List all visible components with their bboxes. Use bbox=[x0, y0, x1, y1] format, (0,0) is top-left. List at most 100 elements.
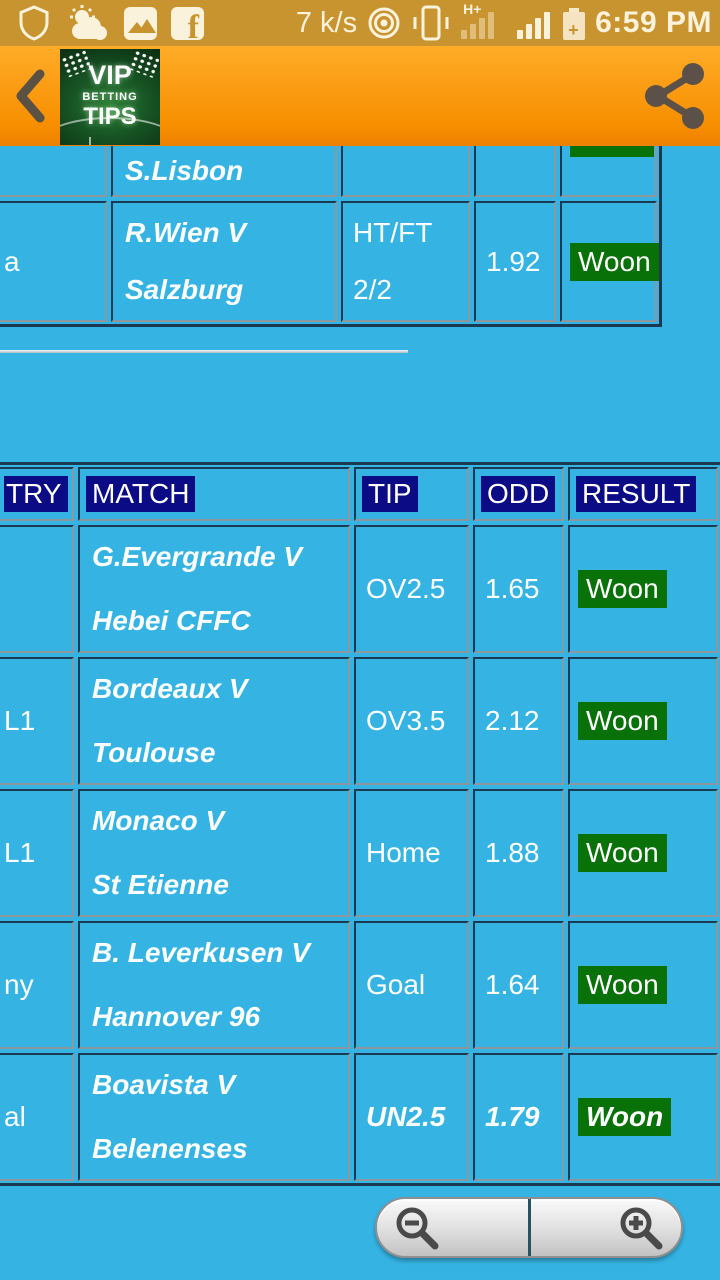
match-team2: Hannover 96 bbox=[92, 1001, 261, 1032]
tip-cell: OV2.5 bbox=[354, 525, 469, 653]
match-cell: B. Leverkusen V Hannover 96 bbox=[78, 921, 350, 1049]
table-row: S.Lisbon bbox=[0, 146, 657, 197]
app-logo: VIP BETTING TIPS bbox=[60, 49, 160, 145]
result-cell: Woon bbox=[568, 921, 718, 1049]
match-team2: Toulouse bbox=[92, 737, 216, 768]
header-odd-cell: ODD bbox=[473, 467, 564, 521]
match-team1: G.Evergrande V bbox=[92, 541, 303, 572]
tip-cell: UN2.5 bbox=[354, 1053, 469, 1181]
table-row: L1 Bordeaux V Toulouse OV3.5 2.12 Woon bbox=[0, 657, 718, 785]
table-row: L1 Monaco V St Etienne Home 1.88 Woon bbox=[0, 789, 718, 917]
match-cell: Monaco V St Etienne bbox=[78, 789, 350, 917]
country-cell: al bbox=[0, 1053, 74, 1181]
match-team2: Belenenses bbox=[92, 1133, 248, 1164]
header-match-cell: MATCH bbox=[78, 467, 350, 521]
hotspot-icon bbox=[368, 7, 400, 39]
result-badge: Woon bbox=[578, 834, 667, 872]
previous-results-table: S.Lisbon a R.Wien V Salzburg HT/FT 2/2 bbox=[0, 146, 662, 327]
country-cell: ny bbox=[0, 921, 74, 1049]
match-team1: Monaco V bbox=[92, 805, 225, 836]
result-cell: Woon bbox=[568, 789, 718, 917]
network-speed: 7 k/s bbox=[295, 6, 358, 39]
signal-hplus-icon: H+ bbox=[461, 1, 507, 43]
header-result-label: RESULT bbox=[576, 476, 697, 512]
header-match-label: MATCH bbox=[86, 476, 196, 512]
shield-icon bbox=[19, 5, 49, 41]
clock: 6:59 PM bbox=[595, 6, 712, 39]
app-header: VIP BETTING TIPS bbox=[0, 46, 720, 146]
match-team1: Bordeaux V bbox=[92, 673, 248, 704]
battery-icon: + bbox=[563, 8, 586, 40]
share-icon bbox=[645, 63, 704, 129]
odd-cell: 1.88 bbox=[473, 789, 564, 917]
result-cell: Woon bbox=[568, 1053, 718, 1181]
zoom-divider bbox=[527, 1199, 531, 1256]
header-result-cell: RESULT bbox=[568, 467, 718, 521]
tip-line1: HT/FT bbox=[353, 217, 433, 248]
odd-cell: 1.79 bbox=[473, 1053, 564, 1181]
table-header-row: TRY MATCH TIP ODD RESULT bbox=[0, 467, 718, 521]
country-cell: L1 bbox=[0, 657, 74, 785]
table-row: al Boavista V Belenenses UN2.5 1.79 Woon bbox=[0, 1053, 718, 1181]
result-badge: Woon bbox=[570, 242, 659, 281]
table-row: ny B. Leverkusen V Hannover 96 Goal 1.64… bbox=[0, 921, 718, 1049]
signal-type-label: H+ bbox=[463, 1, 482, 17]
tip-line2: 2/2 bbox=[353, 274, 392, 305]
zoom-controls bbox=[375, 1197, 683, 1258]
result-badge: Woon bbox=[578, 1098, 672, 1136]
match-cell: Boavista V Belenenses bbox=[78, 1053, 350, 1181]
section-divider bbox=[0, 350, 408, 353]
zoom-in-button[interactable] bbox=[531, 1199, 682, 1256]
header-country-cell: TRY bbox=[0, 467, 74, 521]
match-team2: Salzburg bbox=[125, 274, 244, 305]
results-table: TRY MATCH TIP ODD RESULT G.Evergrand bbox=[0, 462, 720, 1186]
result-cell bbox=[560, 146, 657, 197]
back-button[interactable] bbox=[0, 46, 60, 146]
header-tip-cell: TIP bbox=[354, 467, 469, 521]
match-cell: R.Wien V Salzburg bbox=[111, 201, 337, 322]
country-cell: L1 bbox=[0, 789, 74, 917]
result-badge: Woon bbox=[578, 966, 667, 1004]
back-chevron-icon bbox=[16, 69, 45, 123]
result-cell: Woon bbox=[568, 657, 718, 785]
logo-line1: VIP bbox=[88, 60, 132, 90]
zoom-out-button[interactable] bbox=[377, 1199, 528, 1256]
match-team2: S.Lisbon bbox=[125, 155, 244, 186]
match-team2: St Etienne bbox=[92, 869, 229, 900]
tip-cell: OV3.5 bbox=[354, 657, 469, 785]
result-badge: Woon bbox=[578, 570, 667, 608]
zoom-out-icon bbox=[396, 1207, 439, 1249]
header-tip-label: TIP bbox=[362, 476, 418, 512]
odd-cell: 1.64 bbox=[473, 921, 564, 1049]
tip-cell bbox=[341, 146, 470, 197]
result-cell: Woon bbox=[560, 201, 659, 322]
signal-icon bbox=[517, 3, 553, 43]
match-team1: R.Wien V bbox=[125, 217, 247, 248]
match-cell: S.Lisbon bbox=[111, 146, 337, 197]
odd-cell: 1.92 bbox=[474, 201, 556, 322]
header-country-label: TRY bbox=[4, 476, 68, 512]
match-team2: Hebei CFFC bbox=[92, 605, 251, 636]
logo-line2: BETTING bbox=[82, 91, 138, 103]
facebook-icon: f bbox=[171, 6, 204, 40]
odd-cell: 2.12 bbox=[473, 657, 564, 785]
country-cell: a bbox=[0, 201, 107, 322]
vibrate-icon bbox=[413, 5, 449, 41]
tip-cell: Home bbox=[354, 789, 469, 917]
share-button[interactable] bbox=[630, 46, 720, 146]
result-cell: Woon bbox=[568, 525, 718, 653]
result-badge: Woon bbox=[578, 702, 667, 740]
odd-cell bbox=[474, 146, 556, 197]
table-row: a R.Wien V Salzburg HT/FT 2/2 1.92 Woon bbox=[0, 201, 659, 322]
table-row: G.Evergrande V Hebei CFFC OV2.5 1.65 Woo… bbox=[0, 525, 718, 653]
woon-badge-cutoff bbox=[570, 146, 654, 157]
zoom-in-icon bbox=[620, 1207, 663, 1249]
facebook-letter: f bbox=[187, 8, 199, 40]
weather-icon bbox=[70, 5, 107, 40]
tip-cell: Goal bbox=[354, 921, 469, 1049]
country-cell bbox=[0, 146, 107, 197]
odd-cell: 1.65 bbox=[473, 525, 564, 653]
match-team1: Boavista V bbox=[92, 1069, 236, 1100]
country-cell bbox=[0, 525, 74, 653]
status-bar: f 7 k/s H+ bbox=[0, 0, 720, 46]
